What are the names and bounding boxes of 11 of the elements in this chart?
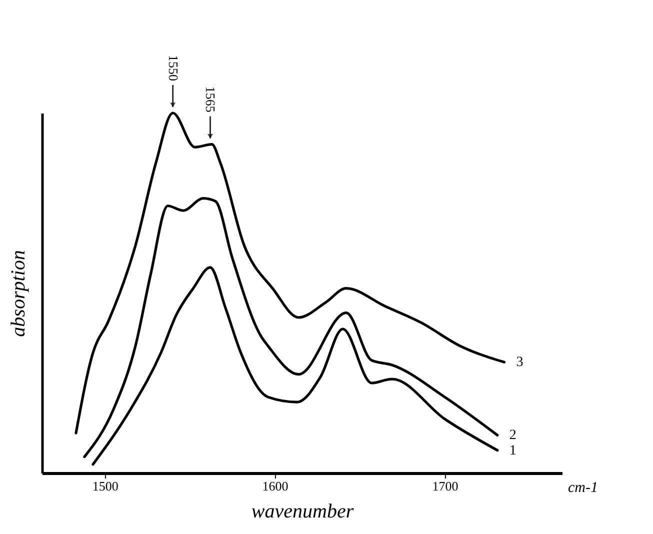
series-label: 3	[516, 355, 524, 370]
x-axis-title: wavenumber	[251, 500, 354, 522]
y-axis-title: absorption	[8, 250, 30, 337]
annotation: 1550	[166, 55, 181, 81]
series-label: 2	[509, 428, 516, 444]
x-tick-label: 1500	[92, 478, 118, 494]
annotation: 1565	[203, 86, 218, 112]
text: cm-1	[568, 480, 598, 496]
x-tick-label: 1700	[432, 478, 458, 494]
series-label: 1	[509, 443, 516, 458]
x-tick-label: 1600	[262, 478, 288, 494]
